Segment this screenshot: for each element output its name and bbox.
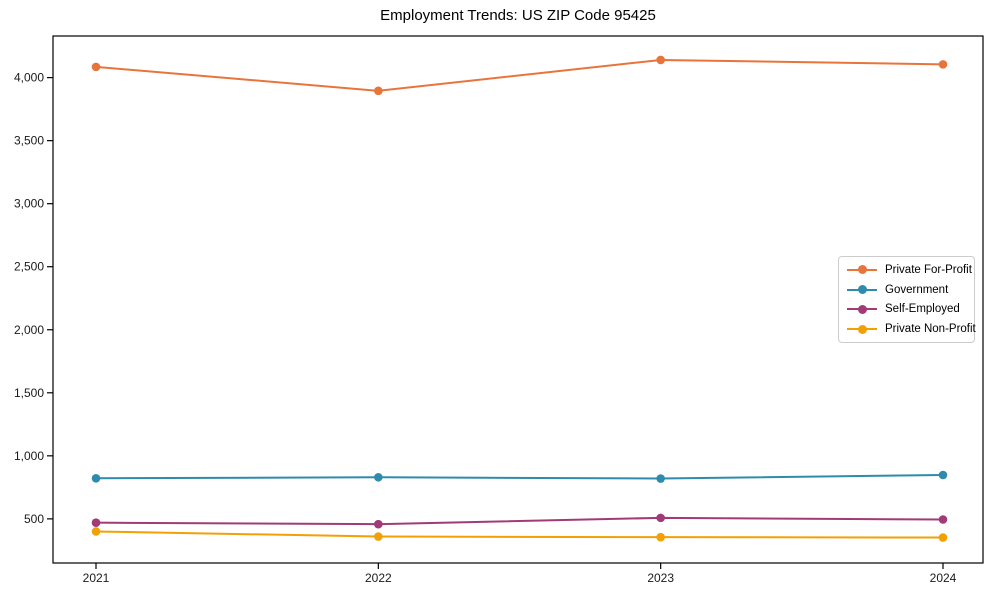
legend-item: Private For-Profit bbox=[839, 260, 974, 280]
data-point bbox=[938, 60, 948, 69]
legend-line-dot-icon bbox=[847, 265, 877, 275]
data-point bbox=[656, 513, 665, 523]
legend-item: Self-Employed bbox=[839, 300, 974, 320]
data-point bbox=[374, 532, 383, 541]
chart-title: Employment Trends: US ZIP Code 95425 bbox=[380, 7, 656, 24]
legend-item: Private Non-Profit bbox=[839, 319, 976, 339]
legend-line-dot-icon bbox=[847, 285, 877, 295]
data-point bbox=[656, 55, 665, 65]
series-line-private-for-profit bbox=[95, 58, 944, 92]
legend-label: Private Non-Profit bbox=[885, 323, 976, 336]
data-point bbox=[374, 86, 383, 96]
series-line-government bbox=[95, 473, 944, 480]
data-point bbox=[91, 518, 101, 527]
series-line-private-non-profit bbox=[95, 530, 944, 539]
legend-line-dot-icon bbox=[847, 324, 877, 334]
y-tick-label: 1,000 bbox=[14, 449, 44, 463]
data-point bbox=[938, 533, 948, 542]
y-tick-label: 3,000 bbox=[14, 197, 44, 211]
data-point bbox=[656, 532, 665, 542]
data-point bbox=[938, 470, 948, 480]
legend-label: Self-Employed bbox=[885, 303, 960, 316]
x-tick-label: 2023 bbox=[647, 571, 674, 585]
data-point bbox=[374, 519, 383, 529]
plot-border bbox=[52, 35, 984, 564]
series-line-self-employed bbox=[95, 516, 944, 526]
legend-label: Government bbox=[885, 283, 949, 296]
data-point bbox=[374, 472, 383, 482]
x-tick-label: 2021 bbox=[83, 571, 110, 585]
y-tick-label: 2,000 bbox=[14, 323, 44, 337]
legend-line-dot-icon bbox=[847, 304, 877, 314]
data-point bbox=[938, 515, 948, 524]
data-point bbox=[656, 474, 665, 483]
legend-label: Private For-Profit bbox=[885, 263, 972, 276]
y-tick-label: 1,500 bbox=[14, 386, 44, 400]
legend-item: Government bbox=[839, 280, 974, 300]
y-tick-label: 2,500 bbox=[14, 260, 44, 274]
data-point bbox=[91, 62, 101, 72]
x-tick-label: 2024 bbox=[930, 571, 957, 585]
y-tick-label: 4,000 bbox=[14, 71, 44, 85]
data-point bbox=[91, 473, 101, 483]
legend: Private For-Profit Government Self-Employe… bbox=[838, 256, 976, 343]
x-tick-label: 2022 bbox=[365, 571, 392, 585]
data-point bbox=[91, 527, 101, 536]
y-tick-label: 3,500 bbox=[14, 134, 44, 148]
y-tick-label: 500 bbox=[24, 512, 44, 526]
